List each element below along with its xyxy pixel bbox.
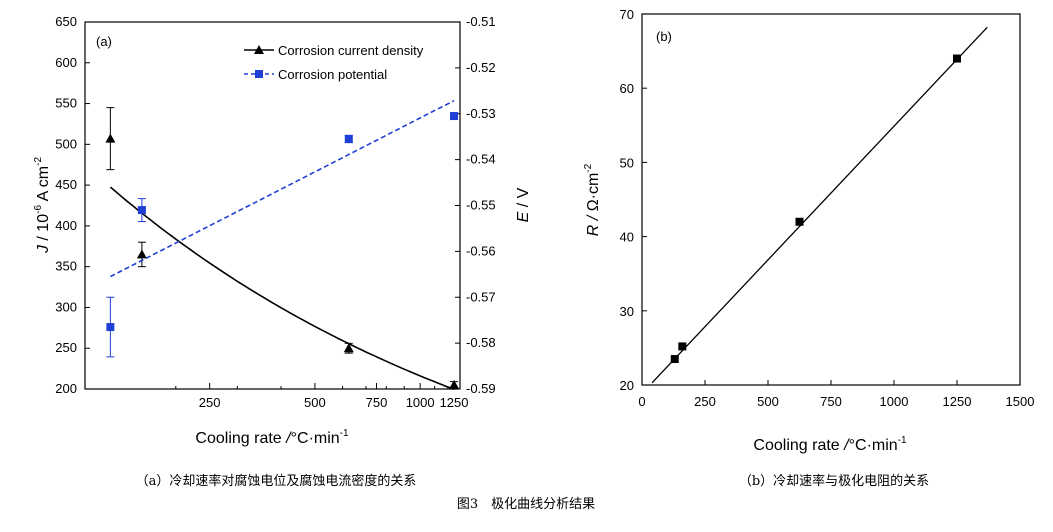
right-y-tick-label: -0.56 [466,243,496,258]
left-y-tick-label: 200 [55,381,77,396]
x-tick-label: 1000 [880,394,909,409]
y-tick-label: 40 [620,230,634,245]
caption-a: （a）冷却速率对腐蚀电位及腐蚀电流密度的关系 [136,473,417,489]
current-density-curve [109,186,455,391]
data-point [953,54,961,63]
legend-potential-label: Corrosion potential [278,67,387,82]
caption-b: （b）冷却速率与极化电阻的关系 [739,473,929,489]
potential-point [137,206,146,215]
left-y-tick-label: 250 [55,340,77,355]
panel-a-series [105,99,460,391]
right-y-tick-label: -0.52 [466,60,496,75]
panel-b-x-label: Cooling rate /°C·min-1 [753,435,907,454]
panel-b-series [651,26,988,384]
y-tick-label: 30 [620,304,634,319]
current-density-point [105,133,116,143]
panel-a-left-y-ticks: 200 250 300 350 400 450 500 550 600 650 [55,14,90,396]
panel-a-plot-frame [84,21,461,390]
panel-a-label: (a) [96,34,112,49]
data-point [670,355,679,364]
left-y-tick-label: 300 [55,299,77,314]
right-y-tick-label: -0.58 [466,335,496,350]
x-tick-label: 1250 [440,395,469,410]
right-y-tick-label: -0.53 [466,106,496,121]
left-y-tick-label: 500 [55,136,77,151]
y-tick-label: 20 [620,378,634,393]
panel-b-label: (b) [656,29,672,44]
potential-point [106,323,115,332]
left-y-tick-label: 400 [55,218,77,233]
left-y-tick-label: 450 [55,177,77,192]
figure-caption: 图3 极化曲线分析结果 [457,497,595,512]
current-density-point [449,379,460,389]
panel-a-legend: Corrosion current density Corrosion pote… [244,43,424,82]
potential-point [344,134,353,143]
left-y-tick-label: 550 [55,96,77,111]
panel-a-x-label: Cooling rate /°C·min-1 [195,428,349,447]
y-tick-label: 70 [620,7,634,22]
x-tick-label: 750 [366,395,388,410]
data-point [795,217,804,226]
x-tick-label: 1500 [1006,394,1035,409]
panel-b-plot-frame [641,13,1021,386]
x-tick-label: 500 [757,394,779,409]
x-tick-label: 1250 [943,394,972,409]
x-tick-label: 250 [199,395,221,410]
x-tick-label: 250 [694,394,716,409]
right-y-tick-label: -0.51 [466,14,496,29]
legend-triangle-marker [254,45,264,54]
panel-b-y-ticks: 20 30 40 50 60 70 [620,7,647,393]
panel-a-right-y-label: E / V [515,187,532,222]
current-density-point [136,249,147,259]
left-y-tick-label: 600 [55,55,77,70]
right-y-tick-label: -0.55 [466,198,496,213]
x-tick-label: 1000 [406,395,435,410]
fit-line [651,26,988,384]
right-y-tick-label: -0.57 [466,289,496,304]
right-y-tick-label: -0.54 [466,152,496,167]
panel-b-x-ticks: 0 250 500 750 1000 1250 1500 [638,380,1034,409]
left-y-tick-label: 350 [55,259,77,274]
panel-a-x-ticks: 250 500 750 1000 1250 [175,383,469,410]
x-tick-label: 0 [638,394,645,409]
potential-point [450,112,459,121]
potential-curve [110,99,455,278]
panel-a-left-y-label: J / 10-6 A cm-2 [33,157,52,255]
left-y-tick-label: 650 [55,14,77,29]
x-tick-label: 500 [304,395,326,410]
legend-current-label: Corrosion current density [278,43,424,58]
current-density-point [343,343,354,353]
panel-a-right-y-ticks: -0.59 -0.58 -0.57 -0.56 -0.55 -0.54 -0.53 -0.52… [455,14,496,396]
panel-b-y-label: R / Ω·cm-2 [583,163,602,236]
y-tick-label: 60 [620,81,634,96]
panel-a: 250 500 750 1000 1250 200 250 300 350 400 450 500 5… [33,14,532,447]
y-tick-label: 50 [620,155,634,170]
legend-square-marker [255,70,263,78]
data-point [678,342,687,351]
right-y-tick-label: -0.59 [466,381,496,396]
x-tick-label: 750 [820,394,842,409]
